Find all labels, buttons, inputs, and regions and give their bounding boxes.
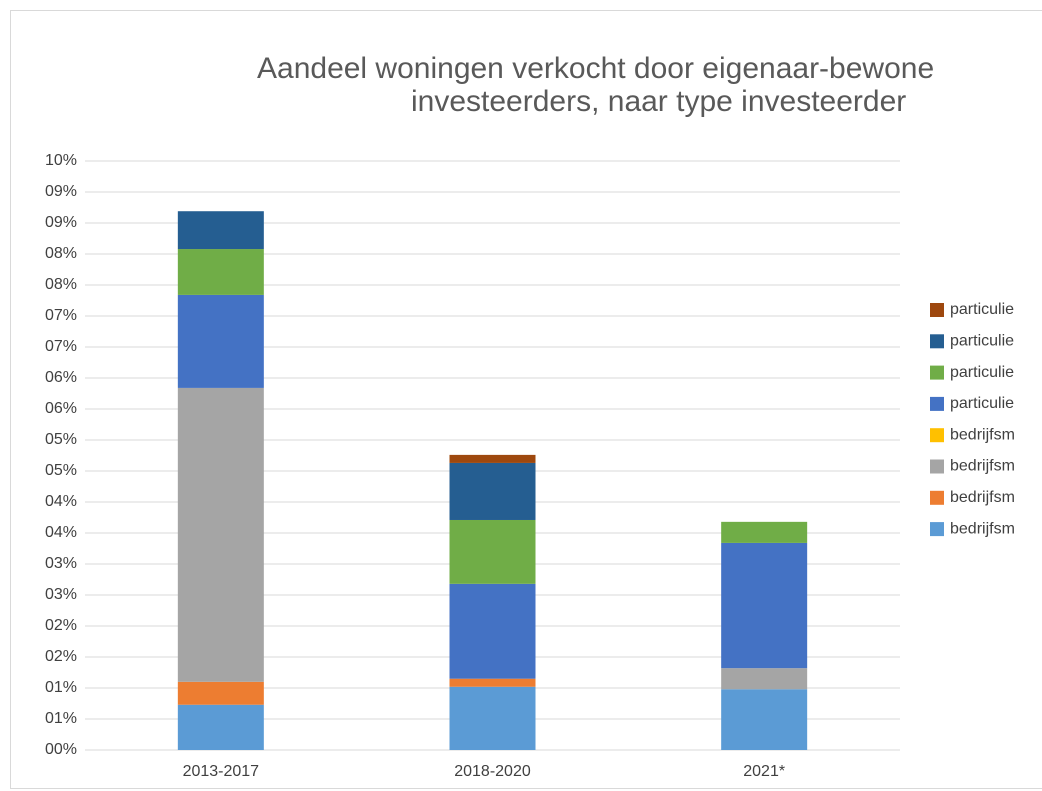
legend-swatch xyxy=(930,490,944,505)
bar-segment xyxy=(449,678,536,687)
chart-title: Aandeel woningen verkocht door eigenaar-… xyxy=(257,52,934,85)
y-tick-label: 04% xyxy=(45,493,77,510)
legend-swatch xyxy=(930,303,944,317)
bar-segment xyxy=(449,519,536,584)
y-tick-label: 09% xyxy=(45,214,77,231)
legend-label: particulie xyxy=(950,364,1014,381)
y-tick-label: 05% xyxy=(45,431,77,448)
x-tick-label: 2018-2020 xyxy=(454,763,531,780)
y-tick-label: 07% xyxy=(45,307,77,324)
y-tick-label: 08% xyxy=(45,276,77,293)
bar-segment xyxy=(449,686,536,750)
legend-swatch xyxy=(930,396,944,411)
bar-segment xyxy=(177,294,264,388)
chart-title: investeerders, naar type investeerder xyxy=(411,85,906,118)
legend-label: bedrijfsm xyxy=(950,489,1015,506)
legend-label: particulie xyxy=(950,301,1014,318)
bar-segment xyxy=(449,462,536,520)
legend-swatch xyxy=(930,365,944,380)
legend-label: bedrijfsm xyxy=(950,458,1015,475)
y-tick-label: 02% xyxy=(45,617,77,634)
y-tick-label: 04% xyxy=(45,524,77,541)
x-tick-label: 2013-2017 xyxy=(183,763,260,780)
legend-label: bedrijfsm xyxy=(950,520,1015,537)
legend-swatch xyxy=(930,522,944,537)
bar-segment xyxy=(177,211,264,250)
y-tick-label: 00% xyxy=(45,741,77,758)
bar-segment xyxy=(721,689,808,750)
y-tick-label: 02% xyxy=(45,648,77,665)
y-tick-label: 05% xyxy=(45,462,77,479)
legend-swatch xyxy=(930,428,944,443)
legend-swatch xyxy=(930,459,944,474)
y-tick-label: 06% xyxy=(45,369,77,386)
bar-segment xyxy=(449,454,536,463)
bar-segment xyxy=(721,542,808,669)
y-tick-label: 09% xyxy=(45,183,77,200)
legend-label: particulie xyxy=(950,333,1014,350)
y-tick-label: 03% xyxy=(45,555,77,572)
bar-segment xyxy=(721,521,808,543)
legend-label: bedrijfsm xyxy=(950,426,1015,443)
y-tick-label: 08% xyxy=(45,245,77,262)
legend-swatch xyxy=(930,334,944,349)
bar-segment xyxy=(177,387,264,682)
bar-segment xyxy=(721,668,808,690)
bar-segment xyxy=(177,704,264,750)
y-tick-label: 01% xyxy=(45,710,77,727)
y-tick-label: 07% xyxy=(45,338,77,355)
legend-label: particulie xyxy=(950,395,1014,412)
y-tick-label: 03% xyxy=(45,586,77,603)
y-tick-label: 01% xyxy=(45,679,77,696)
bar-segment xyxy=(177,681,264,705)
y-tick-label: 06% xyxy=(45,400,77,417)
x-tick-label: 2021* xyxy=(743,763,785,780)
y-tick-label: 10% xyxy=(45,152,77,169)
bar-segment xyxy=(449,583,536,679)
bar-segment xyxy=(177,249,264,295)
